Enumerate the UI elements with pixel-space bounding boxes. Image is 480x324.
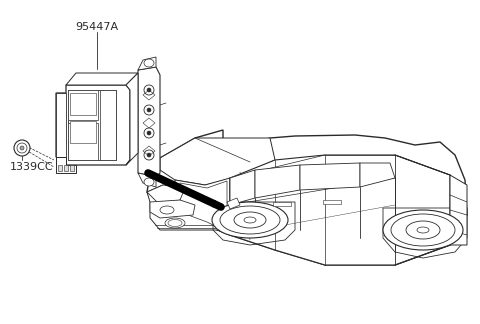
Polygon shape — [66, 73, 138, 85]
Ellipse shape — [144, 150, 154, 160]
Ellipse shape — [20, 146, 24, 150]
Polygon shape — [230, 170, 255, 205]
Polygon shape — [300, 163, 360, 190]
Polygon shape — [147, 130, 467, 265]
Bar — [70, 93, 96, 115]
Ellipse shape — [17, 143, 27, 153]
Polygon shape — [56, 85, 130, 165]
Bar — [323, 200, 341, 204]
Polygon shape — [212, 200, 221, 207]
Ellipse shape — [212, 202, 288, 238]
Polygon shape — [360, 163, 395, 187]
Ellipse shape — [147, 88, 151, 92]
Polygon shape — [255, 165, 300, 198]
Bar — [70, 165, 74, 171]
Polygon shape — [147, 185, 223, 230]
Bar — [68, 90, 98, 120]
Polygon shape — [147, 185, 185, 205]
Ellipse shape — [160, 206, 174, 214]
Ellipse shape — [144, 178, 154, 186]
Ellipse shape — [383, 210, 463, 250]
Ellipse shape — [391, 214, 455, 246]
Ellipse shape — [147, 108, 151, 112]
Bar — [58, 165, 62, 171]
Ellipse shape — [144, 85, 154, 95]
Polygon shape — [138, 173, 156, 187]
Polygon shape — [160, 138, 275, 185]
Ellipse shape — [144, 59, 154, 67]
Text: 95447A: 95447A — [75, 22, 119, 32]
Bar — [68, 123, 98, 160]
Ellipse shape — [417, 227, 429, 233]
Polygon shape — [150, 200, 195, 218]
Bar — [100, 90, 116, 160]
Ellipse shape — [168, 219, 182, 226]
Text: 1339CC: 1339CC — [10, 162, 54, 172]
Polygon shape — [180, 181, 227, 232]
Ellipse shape — [147, 131, 151, 135]
Bar — [64, 165, 68, 171]
Polygon shape — [56, 157, 76, 173]
Polygon shape — [450, 175, 467, 245]
Ellipse shape — [165, 218, 185, 228]
Polygon shape — [227, 198, 240, 209]
Polygon shape — [230, 155, 450, 265]
Polygon shape — [138, 67, 160, 177]
Polygon shape — [56, 93, 66, 157]
Polygon shape — [126, 73, 138, 165]
Polygon shape — [175, 178, 230, 235]
Ellipse shape — [144, 105, 154, 115]
Ellipse shape — [144, 128, 154, 138]
Ellipse shape — [406, 221, 440, 239]
Ellipse shape — [244, 217, 256, 223]
Ellipse shape — [147, 153, 151, 157]
Polygon shape — [138, 57, 156, 70]
Bar — [273, 202, 291, 206]
Ellipse shape — [220, 206, 280, 234]
Bar — [70, 121, 96, 143]
Bar — [68, 90, 116, 160]
Ellipse shape — [14, 140, 30, 156]
Ellipse shape — [234, 212, 266, 228]
